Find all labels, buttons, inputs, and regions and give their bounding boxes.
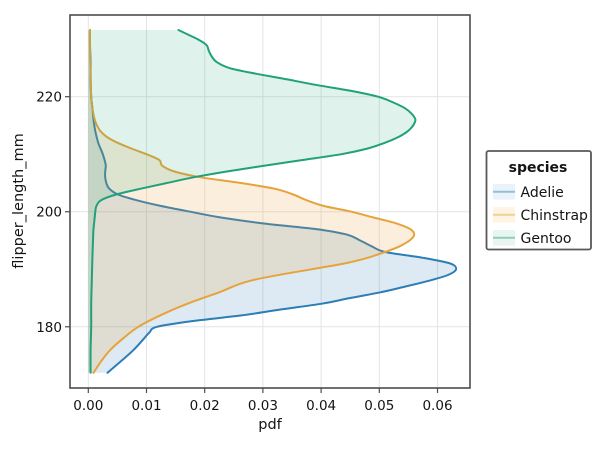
axis-tick-marks [65,96,439,393]
x-tick-label: 0.00 [73,398,103,414]
panel-border [69,14,471,389]
y-tick-labels: 180 200 220 [36,90,62,336]
x-tick-labels: 0.00 0.01 0.02 0.03 0.04 0.05 0.06 [73,398,452,414]
x-tick-label: 0.01 [131,398,161,414]
legend-item-adelie: Adelie [493,184,564,201]
density-areas [88,29,458,374]
legend-title: species [509,160,568,176]
legend-item-label: Adelie [521,185,564,201]
legend-item-label: Chinstrap [521,208,589,224]
y-tick-label: 180 [36,320,62,336]
legend-item-label: Gentoo [521,231,572,247]
legend-items: Adelie Chinstrap Gentoo [493,184,588,247]
density-curve-gentoo [89,29,417,374]
x-tick-label: 0.04 [306,398,336,414]
legend-swatch [493,230,515,246]
x-tick-label: 0.05 [364,398,394,414]
legend-swatch [493,184,515,200]
x-tick-label: 0.03 [248,398,278,414]
legend-swatch [493,207,515,223]
y-tick-label: 220 [36,90,62,106]
density-area-chinstrap [88,30,415,373]
density-area-adelie [88,30,457,373]
gridlines [70,15,470,388]
x-axis-label: pdf [258,417,282,433]
legend-box [485,150,592,251]
x-tick-label: 0.06 [422,398,452,414]
legend: species Adelie Chinstrap Gentoo [485,150,592,251]
density-area-gentoo [88,30,416,373]
legend-item-gentoo: Gentoo [493,230,571,247]
x-tick-label: 0.02 [190,398,220,414]
density-curve-adelie [88,29,458,374]
legend-item-chinstrap: Chinstrap [493,207,588,224]
y-tick-label: 200 [36,205,62,221]
y-axis-label: flipper_length_mm [11,133,27,268]
density-curve-chinstrap [88,29,416,374]
